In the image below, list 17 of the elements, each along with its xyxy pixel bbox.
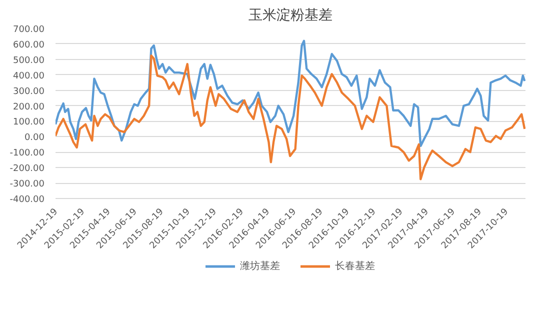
y-tick-label: -200.00 [10, 164, 45, 174]
y-tick-label: 700.00 [13, 25, 45, 35]
line-series [56, 40, 526, 148]
y-tick-label: 200.00 [13, 102, 45, 112]
y-tick-label: -300.00 [10, 180, 45, 190]
y-tick-label: 100.00 [13, 118, 45, 128]
chart-title: 玉米淀粉基差 [248, 8, 332, 24]
y-tick-label: -100.00 [10, 148, 45, 159]
y-tick-label: 300.00 [13, 86, 45, 97]
y-tick-label: 600.00 [13, 40, 45, 50]
y-tick-label: 0.00 [24, 133, 45, 144]
y-tick-label: -400.00 [10, 195, 45, 205]
y-tick-label: 500.00 [13, 56, 45, 66]
legend-label: 长春基差 [335, 260, 375, 273]
line-series [56, 54, 526, 180]
y-tick-label: 400.00 [13, 71, 45, 82]
legend-label: 潍坊基差 [240, 260, 280, 273]
